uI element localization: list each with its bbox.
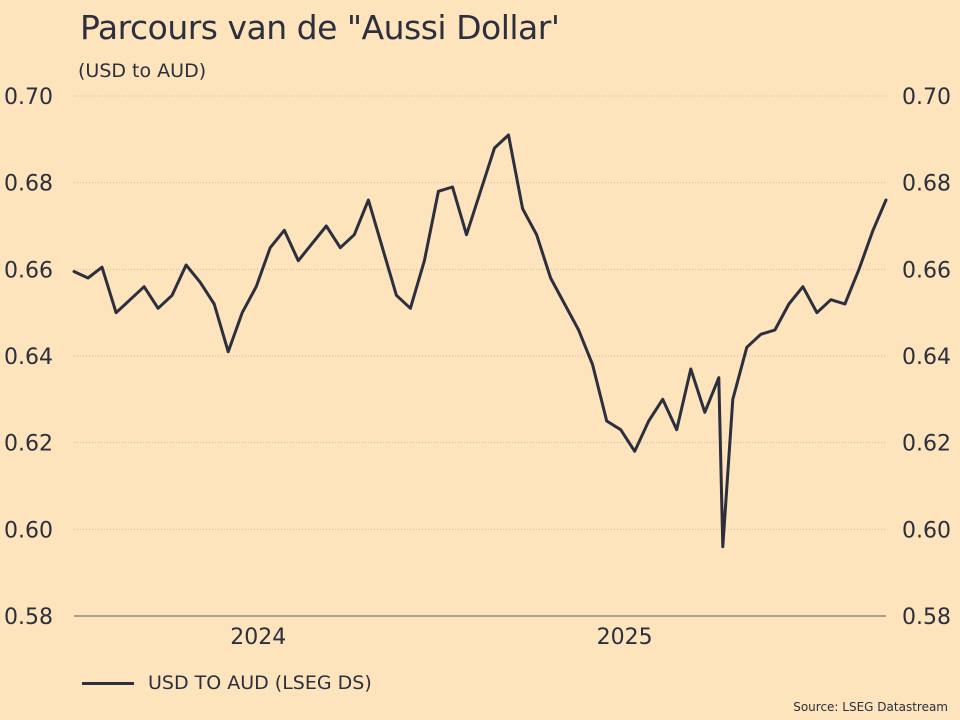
chart-subtitle: (USD to AUD) xyxy=(78,60,207,82)
grid-lines xyxy=(74,95,886,530)
series-layer xyxy=(72,133,888,549)
x-tick-label: 2025 xyxy=(597,625,653,650)
y-tick-label-right: 0.64 xyxy=(902,345,951,370)
legend-swatch xyxy=(82,681,134,685)
y-tick-label-left: 0.64 xyxy=(4,345,53,370)
y-tick-label-left: 0.62 xyxy=(4,432,53,457)
series-line xyxy=(72,133,888,549)
y-tick-label-left: 0.60 xyxy=(4,518,53,543)
x-tick-label: 2024 xyxy=(230,625,286,650)
y-tick-label-right: 0.70 xyxy=(902,85,951,110)
legend: USD TO AUD (LSEG DS) xyxy=(82,672,372,694)
y-tick-label-left: 0.68 xyxy=(4,172,53,197)
legend-label: USD TO AUD (LSEG DS) xyxy=(148,672,372,694)
chart-title: Parcours van de "Aussi Dollar' xyxy=(80,8,560,47)
y-tick-label-right: 0.62 xyxy=(902,432,951,457)
y-tick-label-right: 0.58 xyxy=(902,605,951,630)
y-tick-label-left: 0.70 xyxy=(4,85,53,110)
y-tick-label-right: 0.60 xyxy=(902,518,951,543)
y-tick-label-right: 0.66 xyxy=(902,258,951,283)
axes: 0.70 0.70 0.68 0.68 0.66 0.66 0.64 0.64 0.62 0.62… xyxy=(4,85,951,650)
y-tick-label-right: 0.68 xyxy=(902,172,951,197)
source-note: Source: LSEG Datastream xyxy=(793,700,948,714)
y-tick-label-left: 0.66 xyxy=(4,258,53,283)
y-tick-label-left: 0.58 xyxy=(4,605,53,630)
